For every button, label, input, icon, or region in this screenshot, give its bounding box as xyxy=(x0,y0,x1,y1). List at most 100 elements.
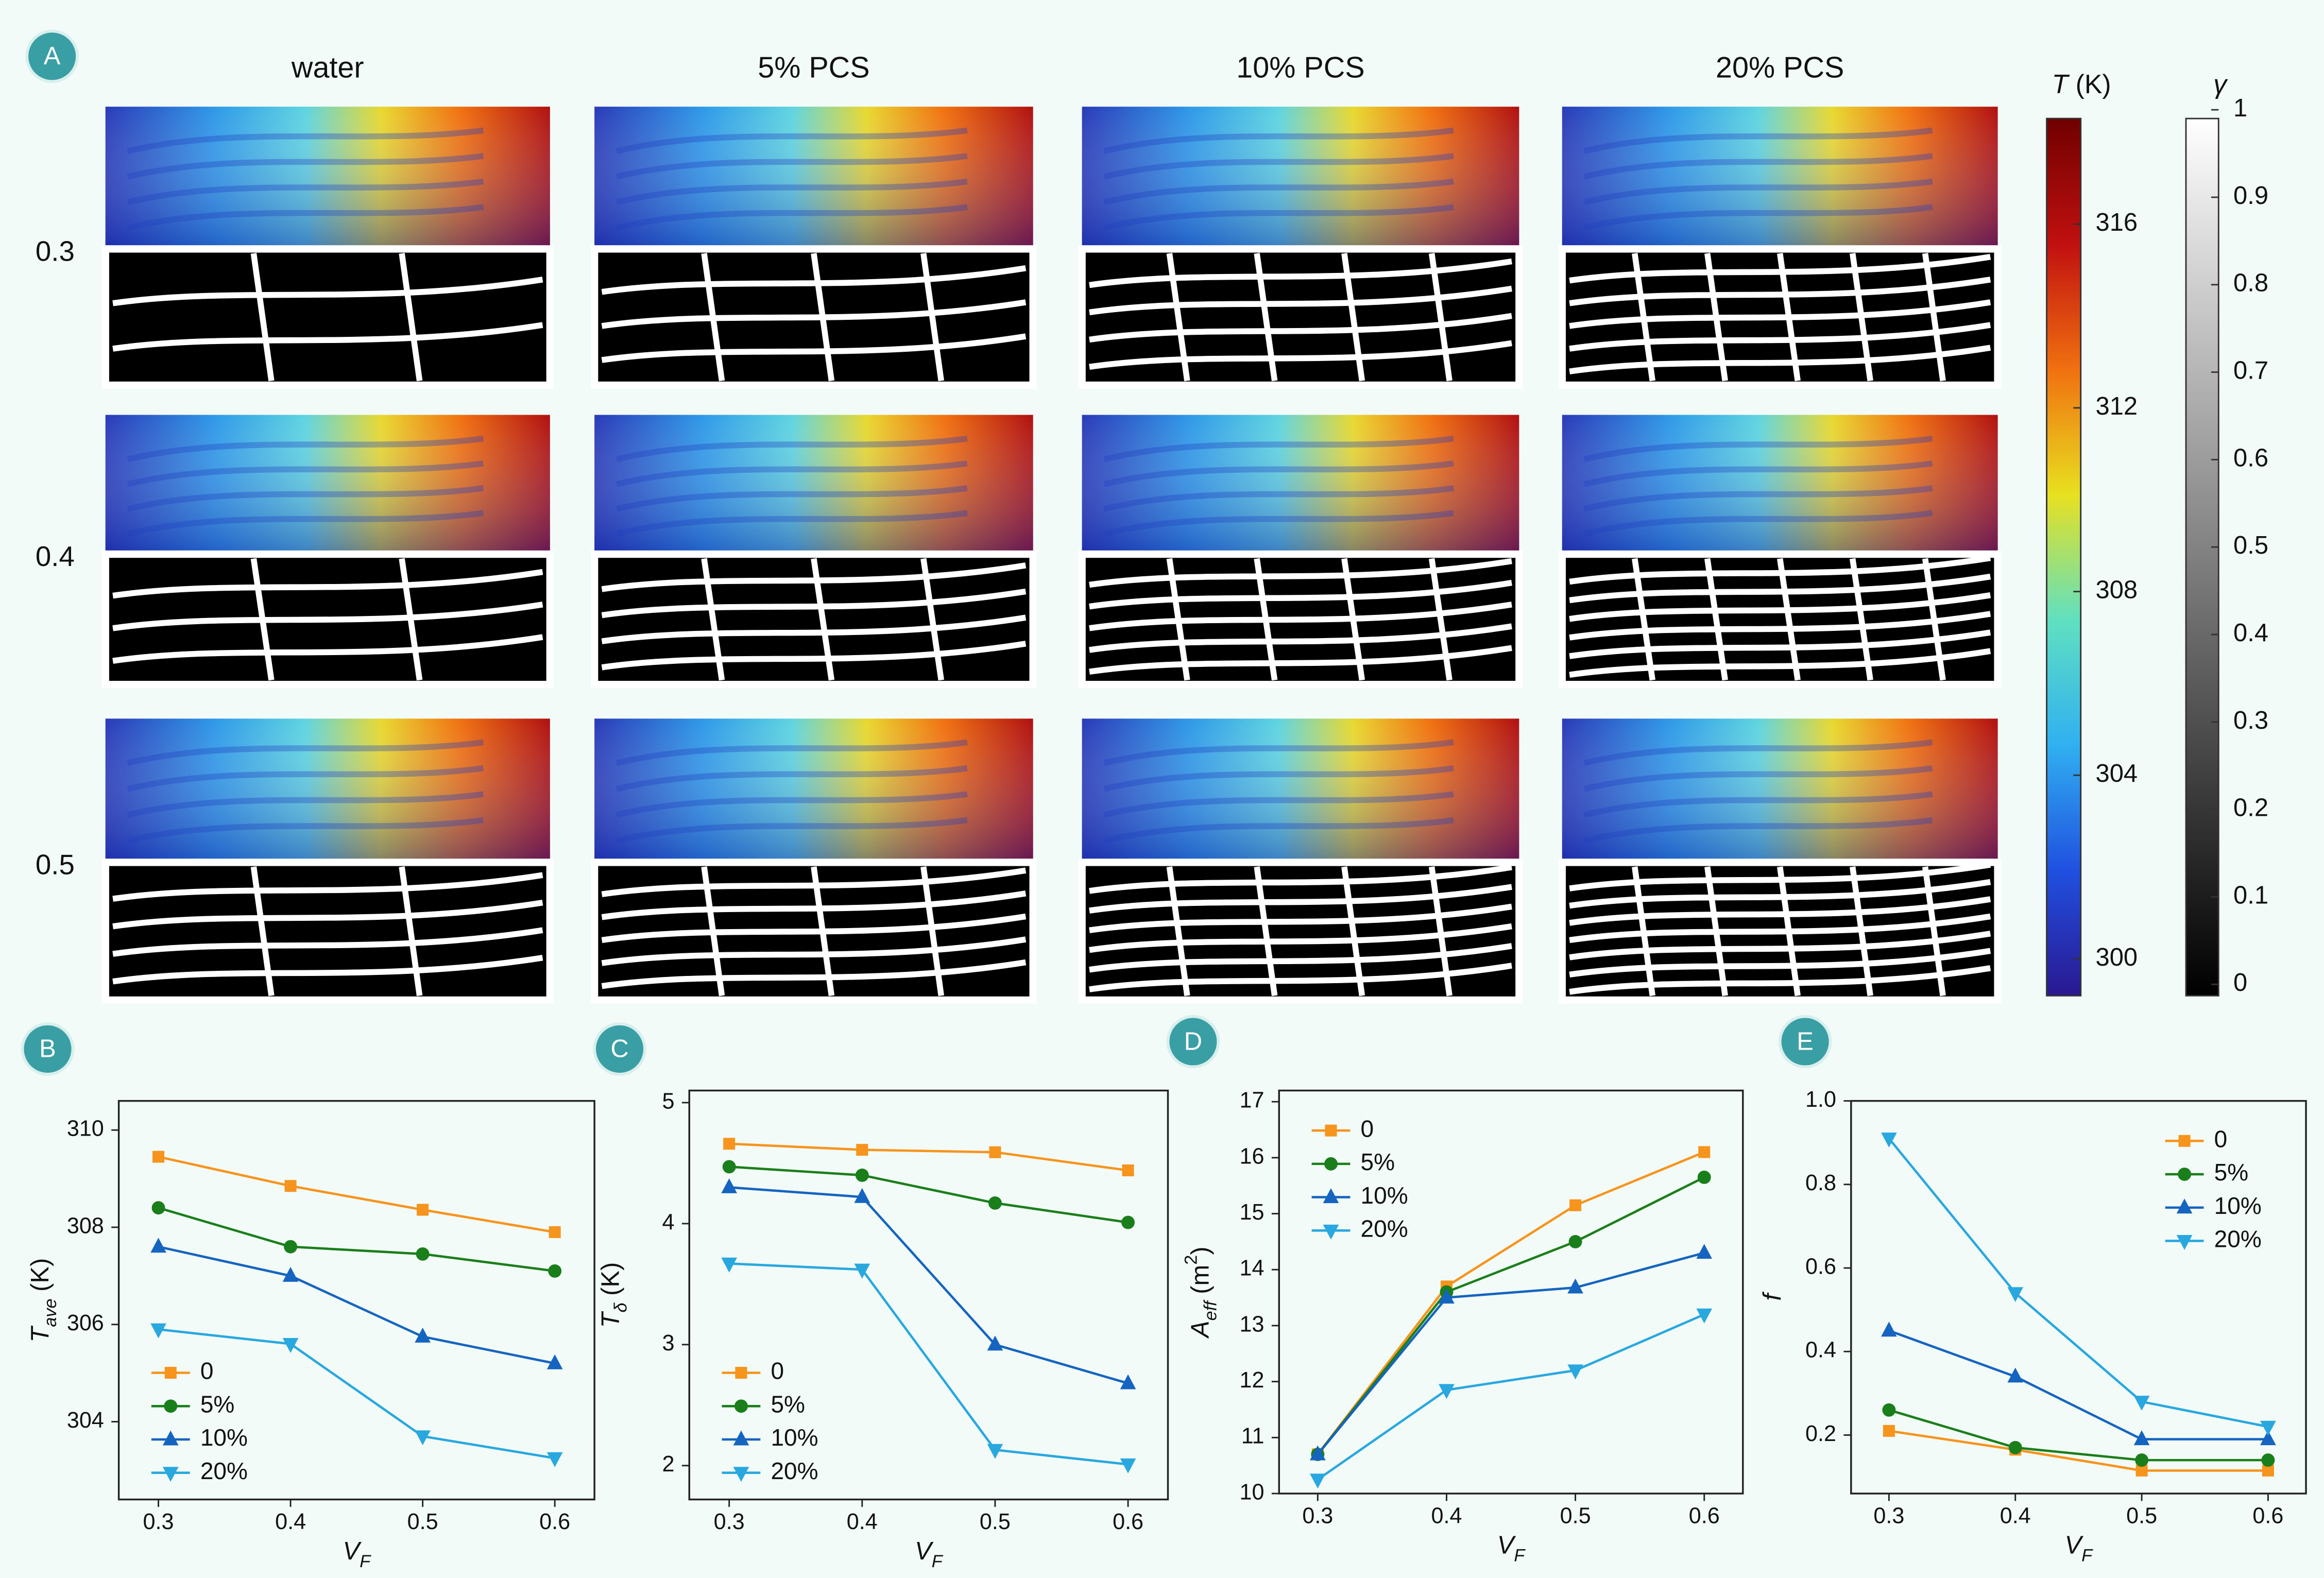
design-channel xyxy=(601,333,1027,363)
colorbar-tick-label: 0.3 xyxy=(2233,707,2268,734)
map-channel xyxy=(1583,765,1933,792)
series-line xyxy=(158,1207,555,1273)
design-channel xyxy=(1704,558,1728,681)
map-channel xyxy=(1583,817,1933,844)
colorbar-tick-label: 0.5 xyxy=(2233,531,2268,559)
design-channel xyxy=(1166,253,1190,382)
x-tick-label: 0.5 xyxy=(407,1510,438,1534)
series-line xyxy=(158,1155,555,1233)
legend-marker xyxy=(734,1399,748,1413)
map-channel xyxy=(127,204,484,231)
legend-marker xyxy=(162,1467,179,1482)
legend-label: 5% xyxy=(1361,1148,1395,1175)
series-line xyxy=(729,1165,1129,1224)
temperature-shade xyxy=(105,107,550,246)
design-channel xyxy=(601,614,1027,644)
map-channel xyxy=(1583,204,1933,231)
legend-marker xyxy=(1323,1188,1339,1204)
map-channel xyxy=(616,204,968,231)
legend-label: 10% xyxy=(771,1424,818,1451)
design-channel xyxy=(1569,965,1991,995)
marker xyxy=(416,1247,430,1261)
design-channel xyxy=(601,959,1027,989)
marker xyxy=(1309,1445,1326,1461)
legend-label: 10% xyxy=(2214,1192,2262,1219)
series-line xyxy=(1888,1329,2268,1440)
design-channel xyxy=(601,588,1027,619)
temperature-shade xyxy=(1562,718,1998,860)
design-channel xyxy=(1849,558,1873,681)
marker xyxy=(2135,1464,2148,1477)
legend-label: 0 xyxy=(771,1358,784,1384)
legend-marker xyxy=(2178,1135,2191,1147)
legend-marker xyxy=(162,1430,179,1446)
design-channel xyxy=(920,253,945,382)
design-channel xyxy=(112,955,543,985)
x-tick-label: 0.6 xyxy=(539,1510,570,1534)
x-tick-label: 0.6 xyxy=(2252,1503,2283,1528)
x-axis-label: VF xyxy=(343,1537,372,1571)
map-channel xyxy=(616,739,968,766)
y-tick-label: 13 xyxy=(1240,1312,1264,1336)
legend-marker xyxy=(2176,1198,2193,1214)
map-channel xyxy=(616,178,968,205)
marker xyxy=(854,1188,870,1203)
column-header: 20% PCS xyxy=(1716,51,1844,84)
x-axis-label-part: V xyxy=(915,1537,934,1565)
legend-label: 5% xyxy=(2214,1159,2249,1186)
x-axis-label-part: F xyxy=(932,1552,944,1571)
design-channel xyxy=(1089,963,1512,992)
design-channel xyxy=(112,927,543,957)
design-channel xyxy=(1569,629,1991,659)
map-channel xyxy=(127,460,484,487)
design-channel xyxy=(1254,253,1278,382)
y-tick-label: 0.6 xyxy=(1805,1254,1836,1279)
design-channel xyxy=(1632,253,1655,382)
y-tick-label: 1.0 xyxy=(1805,1087,1836,1112)
design-channel xyxy=(811,558,835,681)
design-channel xyxy=(1777,866,1801,997)
x-tick-label: 0.3 xyxy=(143,1510,174,1534)
x-axis-label-part: F xyxy=(1514,1546,1526,1566)
marker xyxy=(1121,1215,1135,1229)
y-axis-label-part: A xyxy=(1187,1320,1215,1339)
design-channel xyxy=(399,866,423,997)
marker xyxy=(282,1337,299,1353)
design-channel xyxy=(112,322,543,352)
marker xyxy=(2007,1367,2024,1383)
panel-label: A xyxy=(44,42,61,70)
marker xyxy=(415,1430,431,1446)
design-channel xyxy=(920,558,945,681)
design-channel xyxy=(1922,558,1946,681)
map-channel xyxy=(1103,435,1454,462)
y-axis-label: Tδ (K) xyxy=(597,1262,631,1328)
plot-frame xyxy=(1850,1100,2307,1495)
design-channel xyxy=(250,253,275,382)
x-tick-label: 0.4 xyxy=(1431,1503,1462,1528)
design-channel xyxy=(601,867,1027,897)
legend-marker xyxy=(735,1367,747,1379)
map-channel xyxy=(1103,153,1454,180)
y-axis-label-part: f xyxy=(1758,1292,1786,1301)
colorbar-tick-label: 304 xyxy=(2096,760,2138,787)
y-axis-label-part: T xyxy=(26,1325,54,1342)
map-channel xyxy=(616,485,968,512)
marker xyxy=(2133,1430,2150,1446)
temperature-shade xyxy=(1562,107,1998,246)
marker xyxy=(721,1257,738,1273)
colorbar-title-part: (K) xyxy=(2068,69,2111,99)
x-axis-label-part: V xyxy=(343,1537,362,1565)
map-channel xyxy=(127,435,484,462)
map-channel xyxy=(616,460,968,487)
map-channel xyxy=(1583,127,1933,155)
x-tick-label: 0.3 xyxy=(1873,1503,1904,1528)
colorbar-tick-label: 0.8 xyxy=(2233,269,2268,297)
y-tick-label: 11 xyxy=(1241,1424,1264,1449)
design-channel xyxy=(601,641,1027,671)
design-channel xyxy=(1428,866,1452,997)
marker xyxy=(2135,1453,2149,1467)
panel-badge xyxy=(1166,1015,1220,1069)
marker xyxy=(722,1160,736,1174)
map-channel xyxy=(1583,510,1933,537)
